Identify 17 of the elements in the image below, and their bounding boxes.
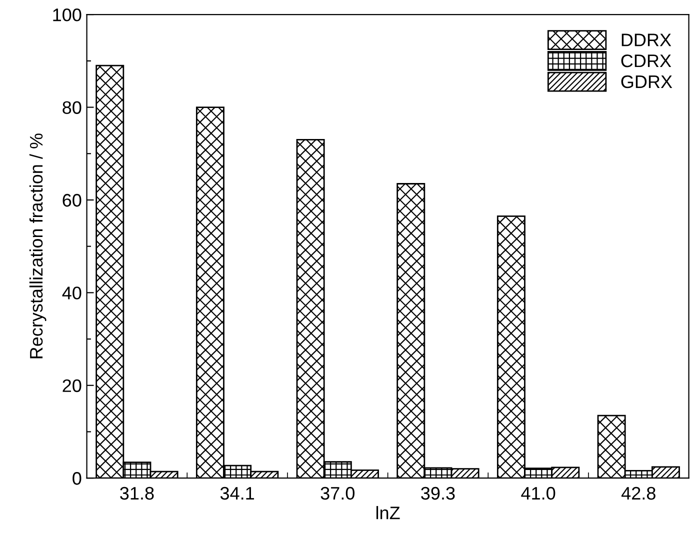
y-axis-title: Recrystallization fraction / % bbox=[29, 134, 46, 358]
y-tick-label: 20 bbox=[62, 379, 82, 392]
x-tick-label: 34.1 bbox=[220, 486, 254, 500]
x-tick-label: 42.8 bbox=[621, 486, 656, 500]
y-tick-label: 0 bbox=[72, 472, 82, 485]
y-tick-label: 60 bbox=[62, 194, 82, 207]
legend-label: DDRX bbox=[622, 34, 672, 46]
legend-label: GDRX bbox=[621, 75, 672, 88]
x-tick-label: 37.0 bbox=[320, 486, 354, 500]
legend-label: CDRX bbox=[621, 54, 672, 68]
x-tick-label: 31.8 bbox=[120, 486, 154, 500]
x-axis-title: lnZ bbox=[376, 506, 400, 520]
y-tick-label: 40 bbox=[62, 286, 82, 300]
x-tick-label: 39.3 bbox=[421, 486, 455, 500]
y-tick-label: 100 bbox=[53, 8, 82, 22]
y-tick-label: 80 bbox=[62, 101, 82, 114]
x-tick-label: 41.0 bbox=[521, 486, 556, 500]
